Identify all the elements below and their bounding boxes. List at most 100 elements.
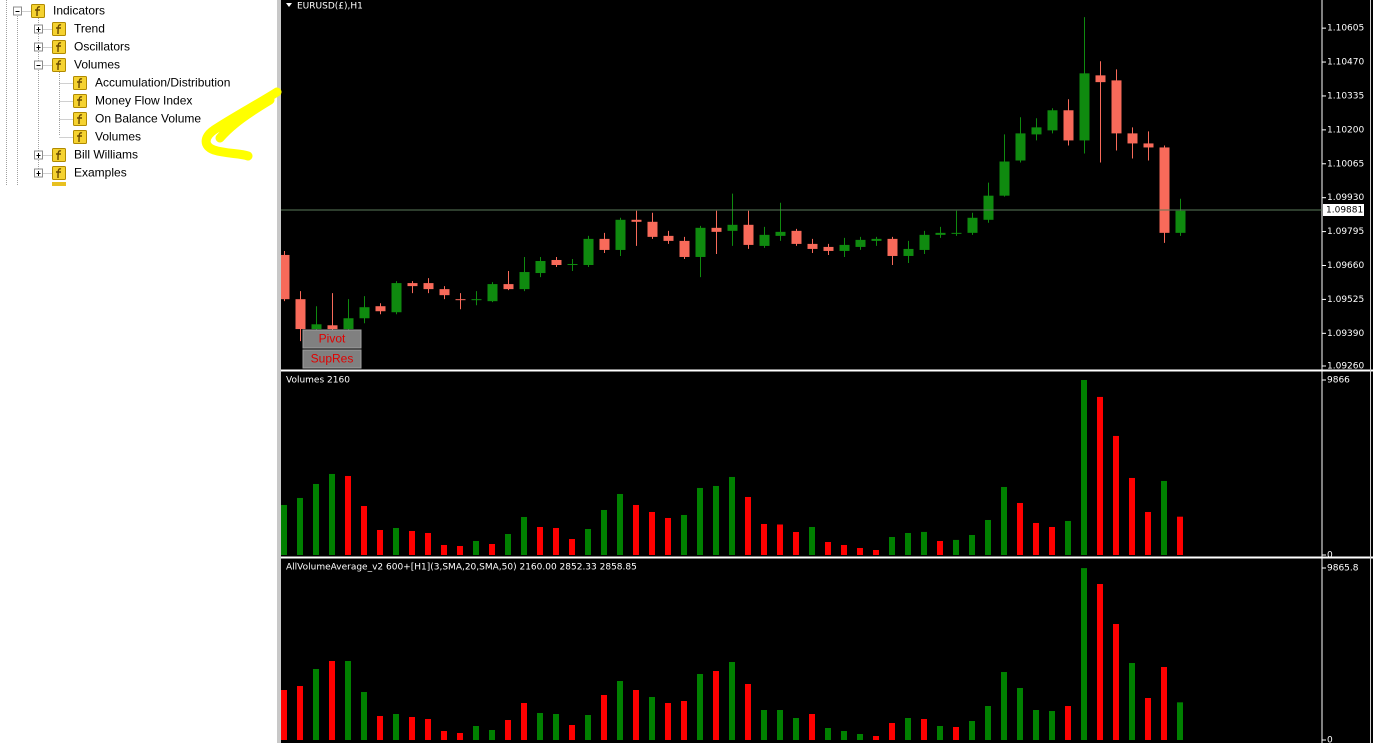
candle-body [759,234,770,246]
volume-bar [425,718,431,740]
tree-item-label[interactable]: Bill Williams [74,148,138,162]
volume-bar [1161,480,1167,555]
volume-bar [985,706,991,740]
volume-bar [809,526,815,555]
volume-bar [537,712,543,740]
annotation-arrow [201,87,282,161]
volume-bar [297,497,303,555]
volume-bar [1081,568,1087,740]
volume-bar [617,681,623,740]
candle-body [1143,143,1154,148]
y-tick-label: 1.09660 [1327,261,1364,271]
volume-bar [329,661,335,740]
indicator-icon-glyph [77,96,83,107]
tree-item-label[interactable]: On Balance Volume [95,112,201,126]
y-tick-label: 1.09260 [1327,361,1364,371]
volume-bar [665,517,671,555]
volume-bar [1145,698,1151,740]
indicator-icon [52,148,66,162]
volume-bar [521,703,527,740]
volume-bar [393,714,399,740]
candle-body [567,264,578,266]
volume-bar [313,668,319,740]
candle-body [855,239,866,247]
candle-body [455,299,466,301]
candle-body [919,234,930,250]
candle-body [839,244,850,251]
volume-bar [681,701,687,740]
tree-item-label[interactable]: Trend [74,22,105,36]
tree-item-label[interactable]: Oscillators [74,40,130,54]
volume-bar [665,703,671,740]
candle-body [727,224,738,231]
volume-bar [1049,526,1055,555]
candle-body [903,248,914,256]
candle-body [1111,80,1122,134]
volume-bar [857,547,863,555]
volume-bar [793,717,799,740]
volume-bar [985,519,991,555]
volume-bar [617,493,623,555]
candle-body [967,217,978,233]
volume-bar [1049,711,1055,740]
volume-bar [601,509,607,555]
volume-bar [841,731,847,740]
candle-body [503,284,514,290]
pivot-button-label[interactable]: Pivot [319,332,346,346]
volume-bar [729,476,735,555]
pivot-button[interactable] [302,329,362,349]
y-tick-label: 1.09525 [1327,295,1364,305]
volume-bar [585,528,591,555]
volume-bar [681,514,687,555]
volume-bar [1033,522,1039,555]
candle-body [743,224,754,245]
candle-body [391,283,402,313]
candle-body [791,230,802,244]
candle-body [1079,73,1090,141]
volume-bar [329,473,335,555]
indicator-icon-glyph [77,114,83,125]
volume-bar [441,544,447,555]
volume-bar [521,516,527,555]
tree-item-label[interactable]: Accumulation/Distribution [95,76,230,90]
tree-item-label[interactable]: Volumes [95,130,141,144]
supres-button[interactable] [302,349,362,369]
y-tick-label: 1.10335 [1327,91,1364,101]
candle-body [1159,147,1170,233]
chart-title: EURUSD(£),H1 [297,2,363,12]
volume-bar [281,504,287,555]
candle-body [695,227,706,257]
volume-bar [505,720,511,740]
volume-bar [761,709,767,740]
volume-bar [569,539,575,555]
volume-bar [1145,511,1151,555]
volume-bar [825,728,831,740]
indicator-icon-glyph [77,132,83,143]
volume-bar [713,485,719,555]
candle-body [711,227,722,232]
volume-bar [569,725,575,740]
tree-item-label[interactable]: Volumes [74,58,120,72]
y-tick-label: 0 [1327,736,1333,743]
volume-bar [1017,502,1023,555]
indicator-icon [73,76,87,90]
volume-bar [345,475,351,555]
indicator-icon-glyph [35,6,41,17]
candle-body [375,306,386,312]
supres-button-label[interactable]: SupRes [311,352,354,366]
volume-bar [761,523,767,555]
volume-bar [1161,667,1167,740]
tree-item-label[interactable]: Indicators [53,4,105,18]
volume-bar [441,731,447,740]
volume-bar [361,505,367,555]
volume-bar [905,532,911,555]
volume-bar [505,533,511,555]
tree-item-label[interactable]: Examples [74,166,127,180]
candle-body [999,161,1010,196]
candle-body [519,272,530,290]
price-pane [281,17,1322,342]
tree-item-label[interactable]: Money Flow Index [95,94,192,108]
volume-bar [697,487,703,555]
indicator-icon [73,130,87,144]
volume-bar [889,723,895,740]
